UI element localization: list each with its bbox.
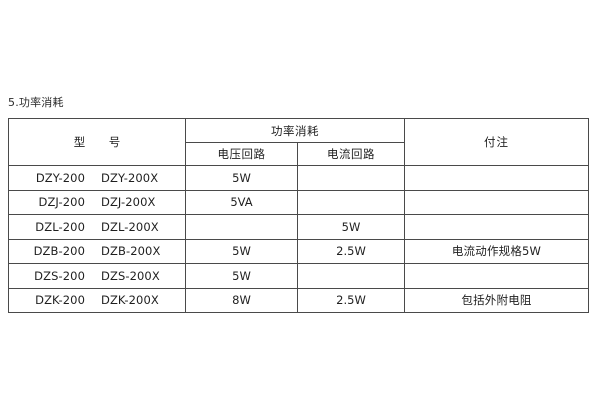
model-name-variant: DZJ-200X	[101, 195, 156, 210]
table-row: DZS-200 DZS-200X 5W	[8, 263, 589, 289]
cell-current-circuit: 2.5W	[297, 238, 405, 264]
model-name-base: DZJ-200	[38, 195, 85, 210]
model-name-variant: DZL-200X	[101, 219, 159, 234]
table-row: DZJ-200 DZJ-200X 5VA	[8, 189, 589, 215]
table-row: DZY-200 DZY-200X 5W	[8, 165, 589, 191]
table-row: DZB-200 DZB-200X 5W 2.5W 电流动作规格5W	[8, 238, 589, 264]
model-name-base: DZL-200	[35, 219, 86, 234]
header-cell-power-consumption: 功率消耗	[185, 118, 405, 143]
cell-remark	[404, 165, 589, 191]
cell-remark	[404, 263, 589, 289]
power-consumption-table-container: 型 号 功率消耗 付注 电压回路 电流回路 DZY-200 DZY-200X 5W…	[8, 118, 589, 313]
cell-model: DZS-200 DZS-200X	[8, 263, 186, 289]
header-cell-remark: 付注	[404, 118, 589, 166]
cell-voltage-circuit: 5W	[185, 238, 298, 264]
cell-current-circuit: 5W	[297, 214, 405, 240]
section-title: 5.功率消耗	[8, 96, 64, 109]
cell-model: DZL-200 DZL-200X	[8, 214, 186, 240]
cell-remark: 包括外附电阻	[404, 287, 589, 313]
cell-voltage-circuit	[185, 214, 298, 240]
cell-model: DZY-200 DZY-200X	[8, 165, 186, 191]
table-row: DZK-200 DZK-200X 8W 2.5W 包括外附电阻	[8, 287, 589, 313]
cell-model: DZK-200 DZK-200X	[8, 287, 186, 313]
model-name-base: DZB-200	[33, 244, 86, 259]
cell-voltage-circuit: 5W	[185, 165, 298, 191]
model-name-base: DZY-200	[35, 170, 86, 185]
cell-current-circuit: 2.5W	[297, 287, 405, 313]
model-name-variant: DZB-200X	[101, 244, 161, 259]
header-cell-current-circuit: 电流回路	[297, 142, 405, 166]
power-consumption-table: 型 号 功率消耗 付注 电压回路 电流回路 DZY-200 DZY-200X 5W…	[8, 118, 589, 313]
model-name-base: DZS-200	[34, 268, 86, 283]
model-name-variant: DZS-200X	[101, 268, 160, 283]
cell-current-circuit	[297, 165, 405, 191]
cell-remark	[404, 214, 589, 240]
header-cell-voltage-circuit: 电压回路	[185, 142, 298, 166]
cell-model: DZB-200 DZB-200X	[8, 238, 186, 264]
model-name-variant: DZY-200X	[101, 170, 159, 185]
model-name-base: DZK-200	[35, 293, 85, 308]
table-header-row-primary: 型 号 功率消耗 付注	[8, 118, 589, 166]
table-header-row-secondary: 电压回路 电流回路	[9, 142, 589, 166]
cell-current-circuit	[297, 189, 405, 215]
cell-voltage-circuit: 5W	[185, 263, 298, 289]
table-row: DZL-200 DZL-200X 5W	[8, 214, 589, 240]
header-cell-model: 型 号	[8, 118, 186, 166]
cell-current-circuit	[297, 263, 405, 289]
cell-voltage-circuit: 5VA	[185, 189, 298, 215]
cell-voltage-circuit: 8W	[185, 287, 298, 313]
model-name-variant: DZK-200X	[101, 293, 159, 308]
cell-remark: 电流动作规格5W	[404, 238, 589, 264]
cell-remark	[404, 189, 589, 215]
cell-model: DZJ-200 DZJ-200X	[8, 189, 186, 215]
